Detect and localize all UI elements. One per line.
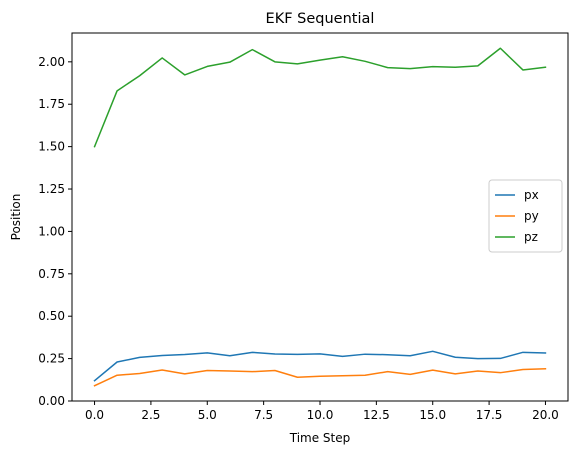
- y-axis-label: Position: [9, 194, 23, 241]
- y-tick-label: 0.00: [38, 394, 65, 408]
- x-tick-label: 20.0: [532, 408, 559, 422]
- series-layer: [93, 47, 547, 387]
- x-tick-label: 2.5: [141, 408, 160, 422]
- x-ticks: 0.0 2.5 5.0 7.5 10.0 12.5 15.0 17.5 20.0: [85, 401, 559, 422]
- x-tick-label: 7.5: [254, 408, 273, 422]
- series-line-py: [93, 368, 547, 387]
- x-tick-label: 0.0: [85, 408, 104, 422]
- x-tick-label: 10.0: [307, 408, 334, 422]
- series-line-px: [93, 350, 547, 382]
- y-ticks: 0.00 0.25 0.50 0.75 1.00 1.25 1.50 1.75 2.00: [38, 55, 72, 408]
- x-tick-label: 15.0: [419, 408, 446, 422]
- series-line-pz: [93, 47, 547, 148]
- y-tick-label: 1.00: [38, 224, 65, 238]
- y-tick-label: 1.75: [38, 97, 65, 111]
- x-axis-label: Time Step: [289, 431, 351, 445]
- plot-area-frame: [71, 32, 569, 402]
- legend-label-pz: pz: [524, 230, 538, 244]
- y-tick-label: 0.75: [38, 267, 65, 281]
- x-tick-label: 12.5: [363, 408, 390, 422]
- legend-box: [488, 179, 563, 253]
- legend: px py pz: [488, 179, 563, 253]
- y-tick-label: 0.25: [38, 352, 65, 366]
- chart-title: EKF Sequential: [266, 11, 375, 27]
- y-tick-label: 0.50: [38, 309, 65, 323]
- legend-label-py: py: [524, 209, 539, 223]
- x-tick-label: 5.0: [198, 408, 217, 422]
- y-tick-label: 1.25: [38, 182, 65, 196]
- legend-label-px: px: [524, 188, 539, 202]
- x-tick-label: 17.5: [476, 408, 503, 422]
- y-tick-label: 1.50: [38, 140, 65, 154]
- y-tick-label: 2.00: [38, 55, 65, 69]
